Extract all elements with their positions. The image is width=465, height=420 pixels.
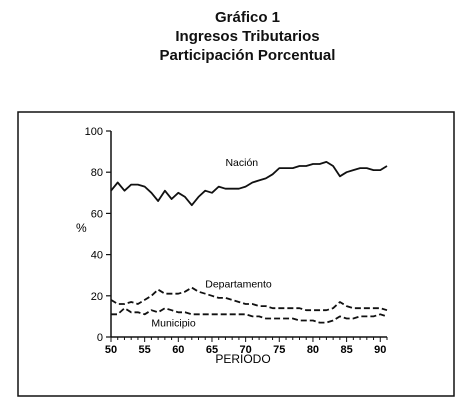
x-tick-label: 55 <box>139 344 151 356</box>
chart-title-line-3: Participación Porcentual <box>159 47 336 64</box>
series-label-departamento: Departamento <box>205 279 272 291</box>
x-axis-label: PERIODO <box>215 352 270 366</box>
x-tick-label: 70 <box>240 344 252 356</box>
x-tick-label: 50 <box>105 344 117 356</box>
series-label-group: Nación Departamento Municipio <box>151 157 272 330</box>
y-axis-label: % <box>76 221 87 235</box>
series-group <box>110 161 388 324</box>
y-tick-label: 60 <box>91 208 103 220</box>
y-tick-label: 100 <box>85 126 103 138</box>
y-tick-label: 20 <box>91 291 103 303</box>
chart-title-line-2: Ingresos Tributarios <box>175 28 320 45</box>
series-line-municipio <box>111 307 388 324</box>
x-tick-label: 80 <box>307 344 319 356</box>
x-tick-label: 85 <box>340 344 352 356</box>
series-line-nacin <box>110 161 388 207</box>
y-tick-label: 80 <box>91 167 103 179</box>
x-tick-label: 75 <box>273 344 285 356</box>
x-tick-label: 60 <box>172 344 184 356</box>
series-label-municipio: Municipio <box>151 318 196 330</box>
y-tick-label: 0 <box>97 332 103 344</box>
series-label-nacin: Nación <box>225 157 258 169</box>
chart-frame <box>17 111 455 397</box>
y-tick-group: 0 20 40 60 80 100 <box>85 126 111 344</box>
chart-title-line-1: Gráfico 1 <box>214 9 281 26</box>
series-line-departamento <box>110 286 388 312</box>
y-tick-label: 40 <box>91 250 103 262</box>
chart-title-block: Gráfico 1 Ingresos Tributarios Participa… <box>0 8 465 65</box>
x-tick-group: 50 55 60 65 70 75 80 85 90 <box>105 337 388 356</box>
x-tick-label: 90 <box>374 344 386 356</box>
x-tick-label: 65 <box>206 344 218 356</box>
